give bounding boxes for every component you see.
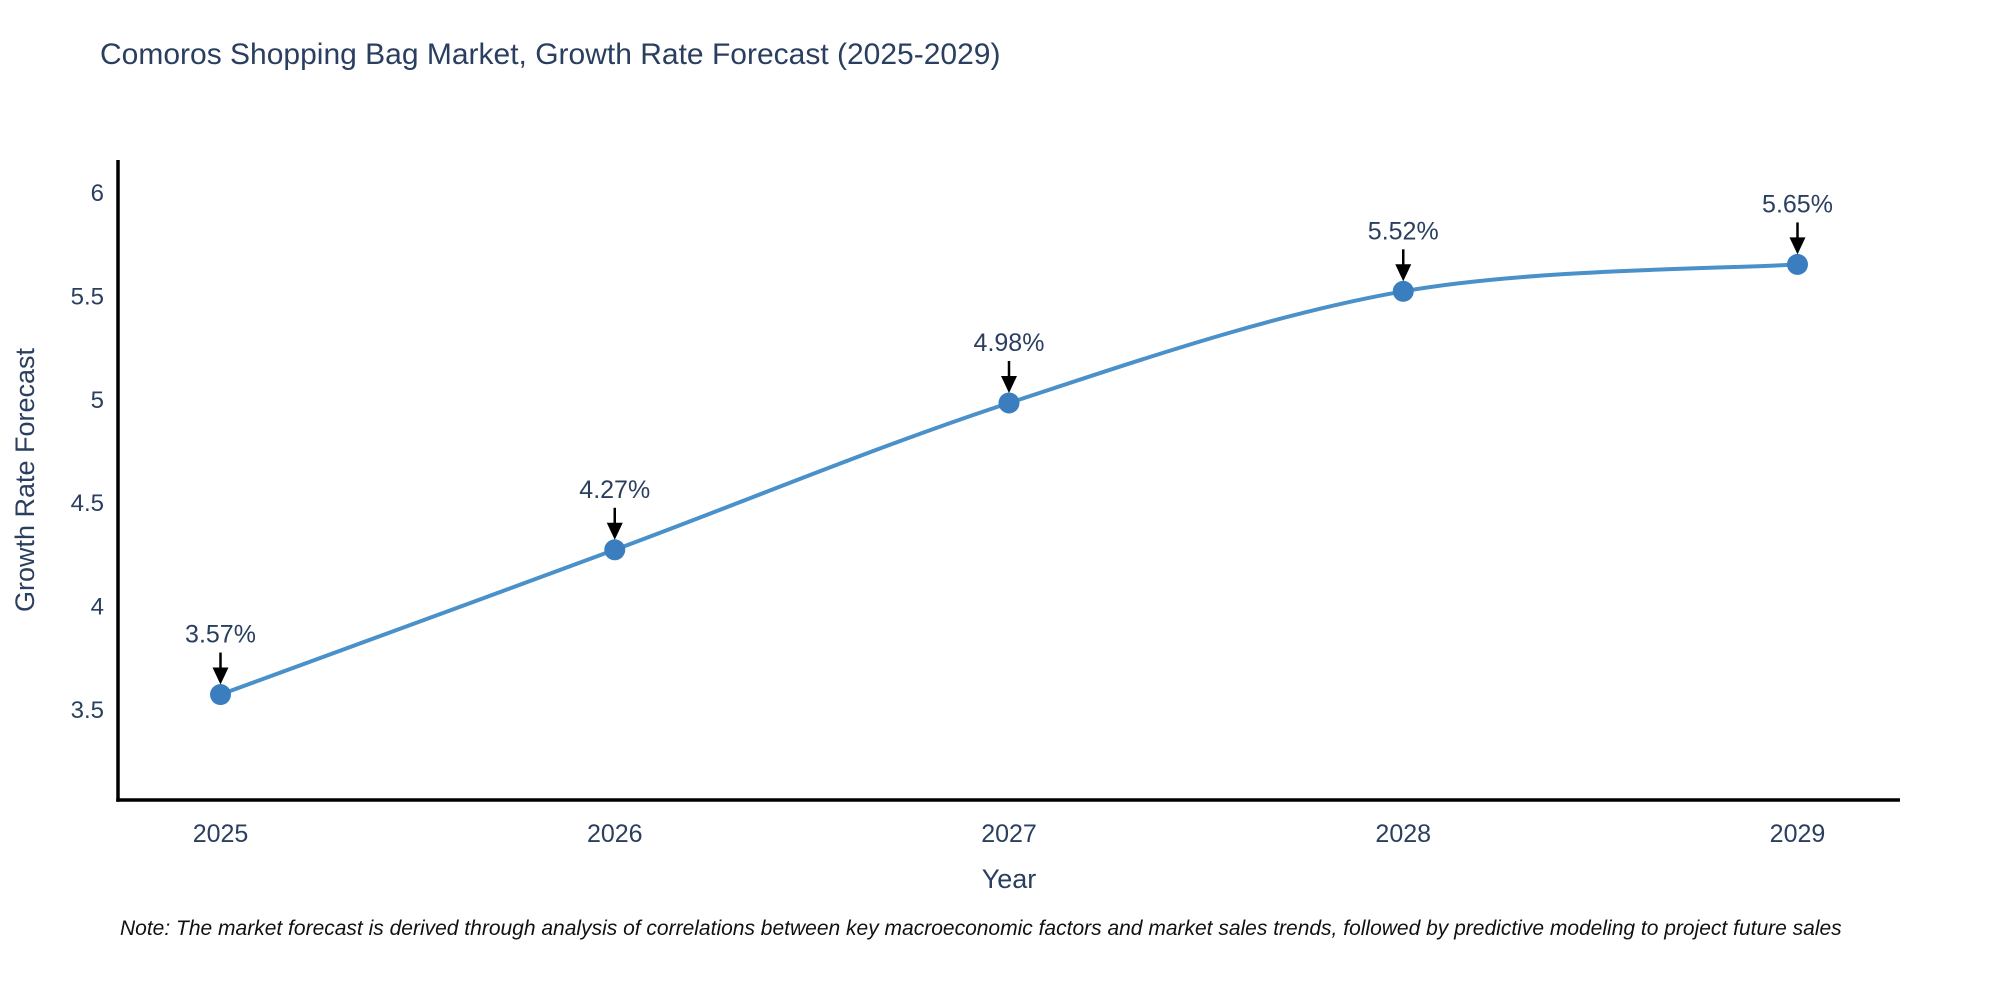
annotation-arrowhead-icon [606, 522, 623, 540]
annotation-arrowhead-icon [1789, 237, 1806, 255]
y-tick-label: 5 [91, 387, 104, 414]
x-tick-label: 2027 [981, 820, 1037, 848]
annotation-arrowhead-icon [1395, 264, 1412, 282]
x-axis-title: Year [982, 864, 1037, 894]
data-point[interactable] [210, 684, 232, 706]
x-tick-label: 2025 [193, 820, 249, 848]
y-tick-label: 3.5 [71, 697, 104, 724]
y-tick-label: 4 [91, 594, 104, 621]
data-point[interactable] [1786, 253, 1808, 275]
chart-title: Comoros Shopping Bag Market, Growth Rate… [100, 38, 1001, 71]
footnote: Note: The market forecast is derived thr… [120, 917, 1842, 940]
x-tick-label: 2028 [1375, 820, 1431, 848]
y-tick-label: 4.5 [71, 490, 104, 517]
y-tick-label: 6 [91, 180, 104, 207]
x-tick-label: 2026 [587, 820, 643, 848]
data-point[interactable] [604, 539, 626, 561]
point-annotation: 5.52% [1368, 217, 1439, 245]
point-annotation: 5.65% [1762, 190, 1833, 218]
data-point[interactable] [1392, 280, 1414, 302]
y-tick-label: 5.5 [71, 283, 104, 310]
point-annotation: 4.27% [579, 476, 650, 504]
y-axis-title: Growth Rate Forecast [10, 347, 40, 612]
point-annotation: 4.98% [974, 329, 1045, 357]
data-point[interactable] [998, 392, 1020, 414]
annotation-arrowhead-icon [1001, 375, 1017, 393]
point-annotation: 3.57% [185, 621, 256, 649]
x-tick-label: 2029 [1770, 820, 1826, 848]
annotation-arrowhead-icon [212, 667, 229, 685]
